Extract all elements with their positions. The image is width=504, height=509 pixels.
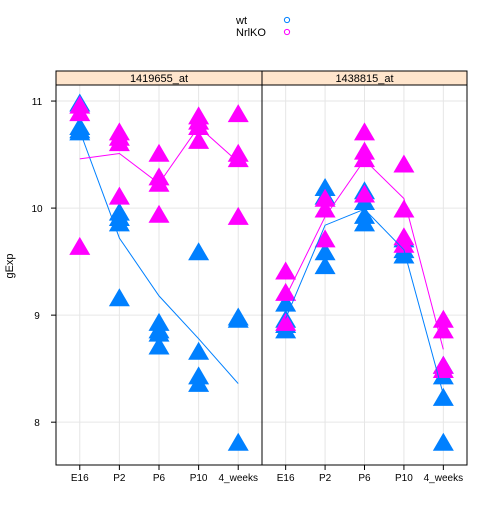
data-point-NrlKO — [432, 320, 454, 339]
y-axis: 8 9 10 11 — [31, 97, 56, 429]
trend-line-NrlKO — [79, 125, 239, 185]
data-point-NrlKO — [227, 149, 249, 168]
x-tick-label: P10 — [395, 473, 413, 484]
data-point-wt — [108, 288, 130, 307]
data-point-NrlKO — [69, 236, 91, 255]
x-tick-label: 4_weeks — [424, 473, 463, 484]
data-point-wt — [188, 341, 210, 360]
x-tick-label: P10 — [190, 473, 208, 484]
data-point-wt — [148, 323, 170, 342]
legend-label-wt: wt — [235, 15, 247, 27]
x-tick-label: E16 — [277, 473, 295, 484]
data-point-wt — [314, 242, 336, 261]
data-point-NrlKO — [275, 282, 297, 301]
panel-title: 1419655_at — [130, 73, 188, 85]
data-point-NrlKO — [314, 188, 336, 207]
panel-1: 1419655_at — [55, 70, 263, 466]
x-tick-label: E16 — [71, 473, 89, 484]
x-tick-label: P6 — [358, 473, 371, 484]
legend-symbol-NrlKO — [283, 28, 291, 36]
x-tick-label: 4_weeks — [218, 473, 257, 484]
data-point-NrlKO — [108, 186, 130, 205]
data-point-NrlKO — [148, 204, 170, 223]
data-point-wt — [188, 373, 210, 392]
data-point-wt — [188, 242, 210, 261]
x-tick-label: P2 — [113, 473, 126, 484]
data-point-NrlKO — [108, 133, 130, 152]
data-point-NrlKO — [188, 130, 210, 149]
data-point-NrlKO — [148, 143, 170, 162]
data-point-wt — [314, 256, 336, 275]
data-point-NrlKO — [354, 122, 375, 141]
data-point-NrlKO — [188, 117, 210, 136]
data-point-wt — [393, 245, 415, 264]
data-point-wt — [227, 309, 249, 328]
trend-line-wt — [285, 208, 444, 395]
data-point-wt — [432, 387, 454, 406]
trend-line-wt — [79, 130, 239, 384]
panels: 1419655_at 1438815_at — [55, 70, 468, 466]
y-tick-label: 11 — [32, 97, 43, 108]
legend-label-NrlKO: NrlKO — [236, 27, 266, 39]
data-point-wt — [227, 432, 249, 451]
data-point-NrlKO — [354, 149, 375, 168]
data-point-NrlKO — [69, 103, 91, 122]
data-point-NrlKO — [354, 184, 375, 203]
data-point-NrlKO — [275, 261, 297, 280]
y-tick-label: 9 — [34, 311, 40, 322]
data-point-NrlKO — [227, 206, 249, 225]
y-axis-label: gExp — [4, 253, 16, 278]
data-point-NrlKO — [227, 104, 249, 123]
y-tick-label: 10 — [31, 204, 43, 215]
data-point-NrlKO — [393, 234, 415, 253]
data-point-wt — [108, 213, 130, 232]
x-tick-label: P6 — [153, 473, 166, 484]
data-point-NrlKO — [432, 309, 454, 328]
data-point-NrlKO — [393, 199, 415, 218]
y-tick-label: 8 — [34, 418, 40, 429]
x-tick-label: P2 — [319, 473, 332, 484]
data-point-wt — [354, 213, 375, 232]
data-point-NrlKO — [393, 154, 415, 173]
panel-title: 1438815_at — [335, 73, 393, 85]
data-point-wt — [148, 336, 170, 355]
data-point-wt — [432, 432, 454, 451]
data-point-NrlKO — [275, 312, 297, 331]
trend-line-NrlKO — [285, 159, 444, 350]
x-axis: E16 P2 P6 P10 4_weeks E16 P2 P6 P10 4_weeks — [71, 465, 463, 484]
legend-symbol-wt — [283, 16, 291, 24]
data-point-NrlKO — [314, 199, 336, 218]
panel-2: 1438815_at — [261, 70, 468, 466]
data-point-NrlKO — [314, 229, 336, 248]
